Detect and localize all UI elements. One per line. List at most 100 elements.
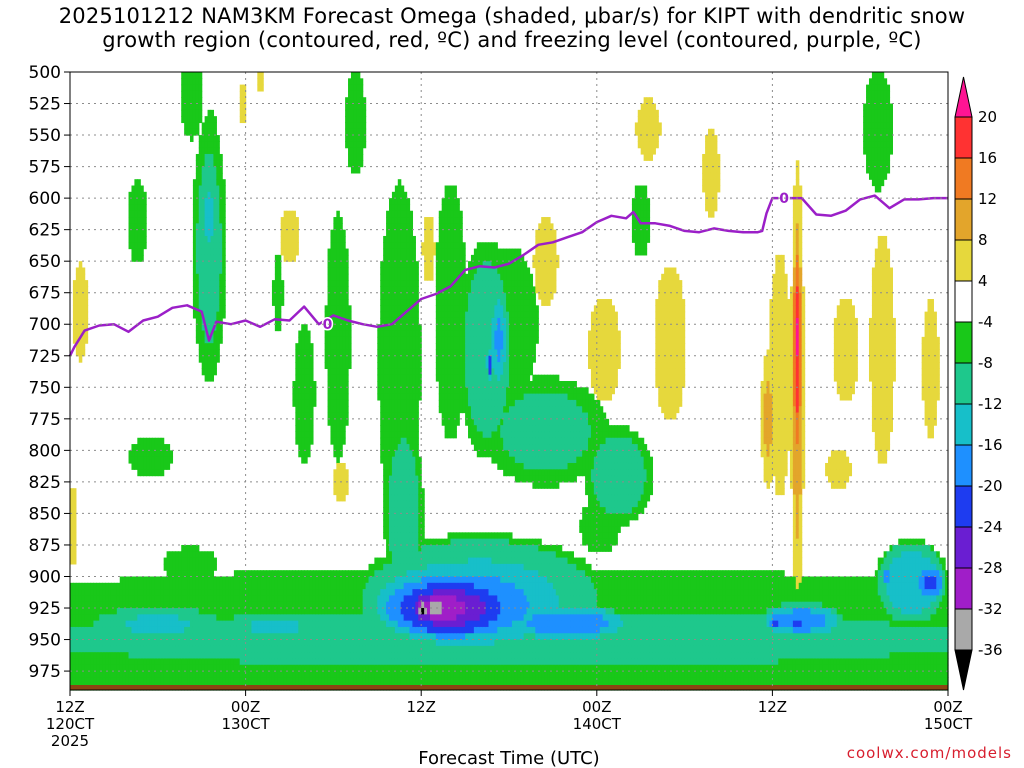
omega-cell	[403, 671, 408, 678]
omega-cell	[391, 500, 396, 508]
omega-cell	[181, 620, 185, 628]
omega-cell	[248, 595, 253, 603]
omega-cell	[154, 437, 159, 445]
omega-cell	[93, 645, 97, 653]
omega-cell	[213, 664, 217, 672]
omega-cell	[105, 589, 109, 597]
omega-cell	[201, 582, 206, 590]
omega-cell	[140, 677, 144, 685]
omega-cell	[157, 462, 162, 470]
omega-cell	[195, 652, 200, 660]
omega-cell	[96, 589, 100, 597]
omega-cell	[339, 261, 343, 269]
omega-cell	[330, 324, 334, 332]
omega-cell	[72, 582, 77, 590]
omega-cell	[383, 570, 387, 578]
omega-cell	[391, 362, 396, 369]
omega-cell	[435, 317, 440, 325]
omega-cell	[70, 608, 74, 615]
omega-cell	[175, 639, 179, 647]
omega-cell	[201, 286, 206, 294]
omega-cell	[228, 658, 232, 666]
omega-cell	[409, 658, 414, 666]
omega-cell	[456, 336, 460, 344]
omega-cell	[447, 317, 452, 325]
omega-cell	[312, 677, 317, 685]
omega-cell	[394, 223, 399, 231]
omega-cell	[327, 330, 332, 338]
omega-cell	[251, 633, 255, 641]
omega-cell	[192, 557, 197, 565]
omega-cell	[280, 235, 285, 243]
omega-cell	[400, 425, 405, 433]
omega-cell	[356, 103, 361, 111]
omega-cell	[251, 576, 255, 584]
omega-cell	[251, 614, 255, 622]
omega-cell	[348, 109, 352, 117]
omega-cell	[134, 608, 138, 615]
omega-cell	[84, 324, 89, 332]
omega-cell	[289, 235, 294, 243]
omega-cell	[397, 179, 402, 187]
omega-cell	[353, 677, 358, 685]
omega-cell	[192, 633, 197, 641]
omega-cell	[96, 639, 100, 647]
omega-cell	[389, 229, 393, 237]
omega-cell	[283, 658, 288, 666]
omega-cell	[181, 576, 185, 584]
omega-cell	[113, 645, 118, 653]
omega-cell	[207, 280, 212, 288]
omega-cell	[128, 229, 133, 237]
omega-cell	[263, 652, 267, 660]
omega-cell	[330, 582, 334, 590]
omega-cell	[251, 589, 255, 597]
omega-cell	[219, 223, 223, 231]
omega-cell	[339, 626, 343, 634]
omega-cell	[75, 633, 80, 641]
omega-cell	[397, 652, 402, 660]
omega-cell	[307, 412, 311, 420]
omega-cell	[274, 589, 279, 597]
omega-cell	[342, 254, 346, 262]
omega-cell	[383, 658, 387, 666]
omega-cell	[441, 267, 446, 275]
omega-cell	[386, 280, 390, 288]
omega-cell	[204, 292, 209, 300]
omega-cell	[87, 671, 92, 678]
omega-cell	[198, 198, 203, 206]
omega-cell	[78, 336, 83, 344]
omega-cell	[116, 652, 121, 660]
omega-cell	[198, 633, 203, 641]
omega-cell	[333, 324, 337, 332]
omega-cell	[444, 273, 449, 281]
omega-cell	[257, 652, 261, 660]
omega-cell	[397, 425, 402, 433]
omega-cell	[222, 242, 226, 250]
omega-cell	[198, 595, 203, 603]
omega-cell	[210, 362, 215, 369]
omega-cell	[102, 608, 106, 615]
omega-cell	[377, 557, 381, 565]
omega-cell	[459, 242, 463, 250]
omega-cell	[213, 349, 217, 357]
omega-cell	[210, 267, 215, 275]
omega-cell	[269, 595, 273, 603]
omega-cell	[178, 576, 182, 584]
omega-cell	[394, 299, 399, 306]
omega-cell	[406, 412, 411, 420]
omega-cell	[116, 639, 121, 647]
omega-cell	[324, 626, 329, 634]
omega-cell	[204, 557, 209, 565]
omega-cell	[301, 431, 305, 439]
omega-cell	[324, 664, 329, 672]
omega-cell	[125, 620, 130, 628]
omega-cell	[409, 406, 414, 414]
omega-cell	[441, 538, 446, 546]
omega-cell	[444, 595, 449, 603]
omega-cell	[307, 671, 311, 678]
omega-cell	[128, 595, 133, 603]
omega-cell	[412, 500, 416, 508]
omega-cell	[350, 97, 355, 105]
omega-cell	[257, 626, 261, 634]
omega-cell	[450, 570, 454, 578]
